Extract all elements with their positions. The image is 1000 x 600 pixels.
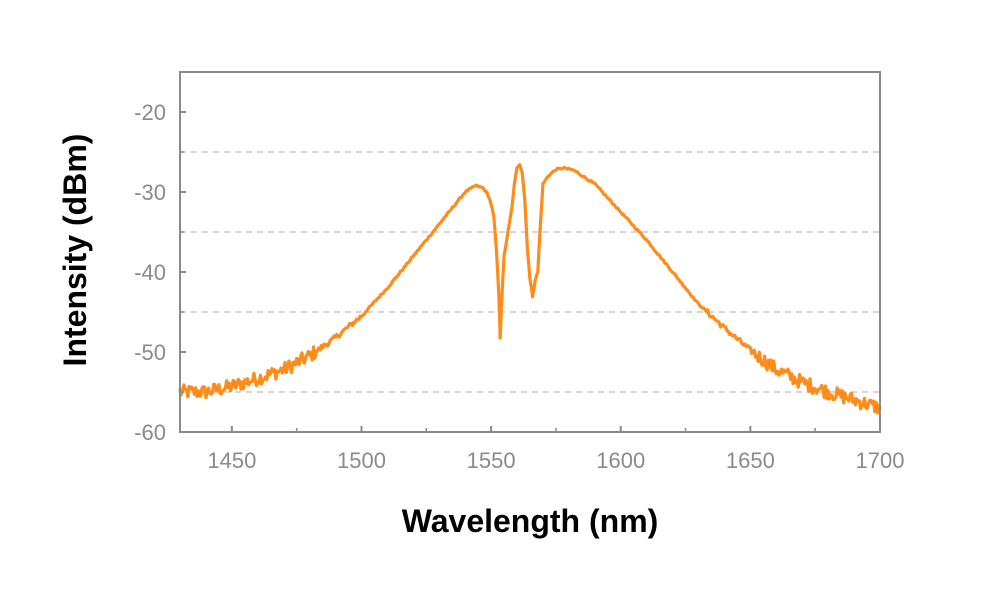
y-tick-label-2: -40 bbox=[134, 260, 166, 285]
y-tick-label-1: -30 bbox=[134, 180, 166, 205]
plot-frame bbox=[179, 71, 881, 433]
y-tick-label-3: -50 bbox=[134, 340, 166, 365]
x-tick-label-5: 1700 bbox=[856, 448, 905, 473]
x-tick-label-4: 1650 bbox=[726, 448, 775, 473]
ticks: -20 -30 -40 -50 -60 1450 1500 1550 1600 1650 1700 bbox=[134, 100, 904, 473]
y-tick-label-0: -20 bbox=[134, 100, 166, 125]
series-line-0 bbox=[178, 163, 882, 415]
x-axis-title: Wavelength (nm) bbox=[402, 503, 659, 539]
series-layer bbox=[178, 163, 882, 415]
x-tick-label-3: 1600 bbox=[596, 448, 645, 473]
x-tick-label-1: 1500 bbox=[337, 448, 386, 473]
x-tick-label-0: 1450 bbox=[207, 448, 256, 473]
y-tick-label-4: -60 bbox=[134, 420, 166, 445]
x-tick-label-2: 1550 bbox=[467, 448, 516, 473]
y-axis-title: Intensity (dBm) bbox=[57, 134, 93, 367]
gridlines bbox=[180, 151, 880, 393]
